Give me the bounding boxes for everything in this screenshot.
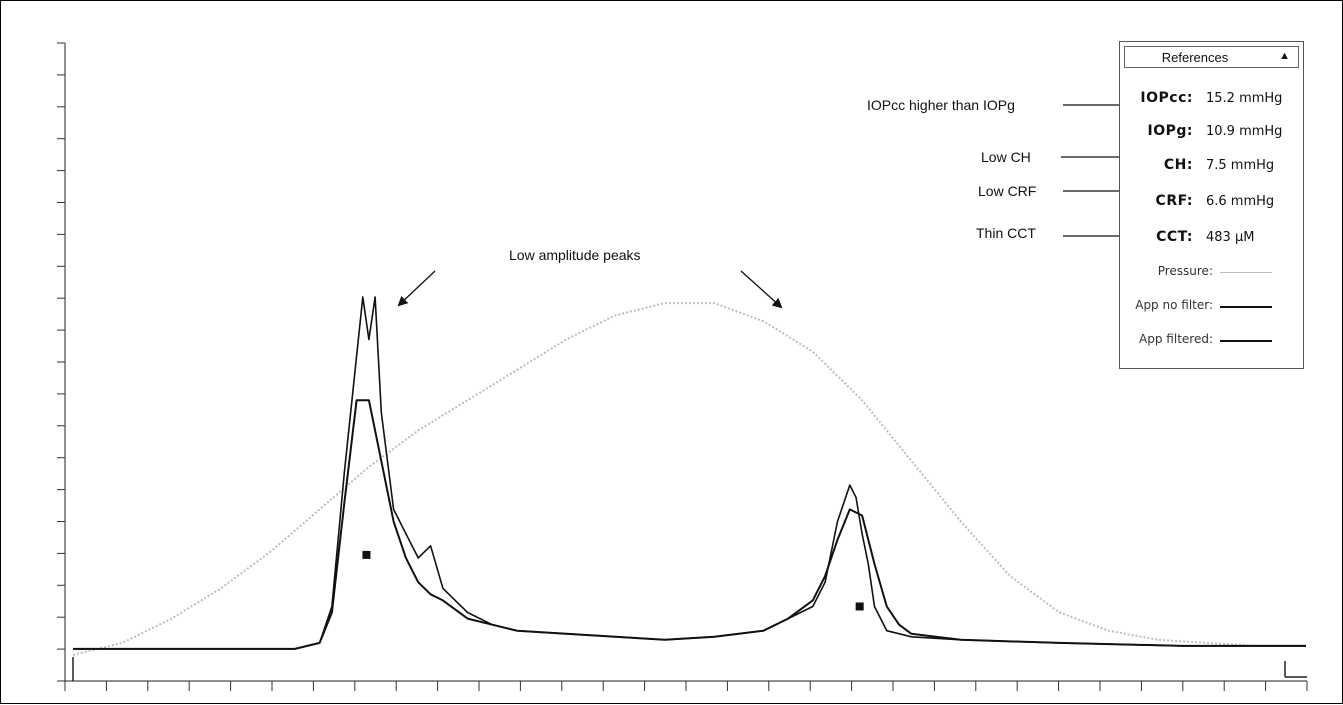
legend-label: App filtered: (1139, 332, 1213, 346)
references-dropdown[interactable]: References ▲ (1124, 46, 1299, 68)
legend-label: Pressure: (1157, 264, 1213, 278)
ref-label: IOPg: (1147, 123, 1193, 139)
ref-label: IOPcc: (1140, 90, 1193, 106)
ref-value: 6.6 mmHg (1206, 194, 1275, 209)
triangle-up-icon[interactable]: ▲ (1279, 50, 1290, 62)
legend-row-app-filtered: App filtered: (1120, 330, 1305, 350)
ref-label: CH: (1163, 157, 1193, 173)
annotation-arrows (397, 100, 1141, 309)
ref-label: CRF: (1155, 193, 1193, 209)
series-app-filtered (73, 399, 1306, 650)
ref-value: 483 µM (1206, 230, 1255, 245)
ref-value: 10.9 mmHg (1206, 124, 1283, 139)
ref-row-ch: CH: 7.5 mmHg (1120, 157, 1305, 179)
annotation-iopcc-higher: IOPcc higher than IOPg (867, 97, 1015, 113)
references-title: References (1161, 50, 1229, 65)
series-layer (72, 296, 1306, 656)
legend-swatch-app-no-filter (1220, 306, 1272, 308)
ref-row-cct: CCT: 483 µM (1120, 229, 1305, 251)
marker-point (362, 550, 371, 559)
annotation-low-crf: Low CRF (978, 183, 1037, 199)
legend-swatch-app-filtered (1220, 340, 1272, 342)
axes (57, 42, 1308, 691)
ref-row-iopg: IOPg: 10.9 mmHg (1120, 123, 1305, 145)
legend-label: App no filter: (1135, 298, 1213, 312)
annotation-low-ch: Low CH (981, 149, 1031, 165)
marker-point (855, 602, 864, 611)
arrow-right-peak (740, 270, 783, 309)
ref-row-crf: CRF: 6.6 mmHg (1120, 193, 1305, 215)
references-panel: References ▲ IOPcc: 15.2 mmHg IOPg: 10.9… (1119, 41, 1304, 369)
legend-row-pressure: Pressure: (1120, 262, 1305, 282)
annotation-thin-cct: Thin CCT (976, 225, 1036, 241)
ref-value: 15.2 mmHg (1206, 91, 1283, 106)
legend-swatch-pressure (1220, 272, 1272, 273)
annotation-low-amplitude-peaks: Low amplitude peaks (509, 247, 641, 263)
series-pressure (72, 302, 1306, 656)
ref-label: CCT: (1156, 229, 1193, 245)
legend-row-app-no-filter: App no filter: (1120, 296, 1305, 316)
ref-row-iopcc: IOPcc: 15.2 mmHg (1120, 90, 1305, 112)
arrow-left-peak (397, 270, 436, 307)
ref-value: 7.5 mmHg (1206, 158, 1275, 173)
